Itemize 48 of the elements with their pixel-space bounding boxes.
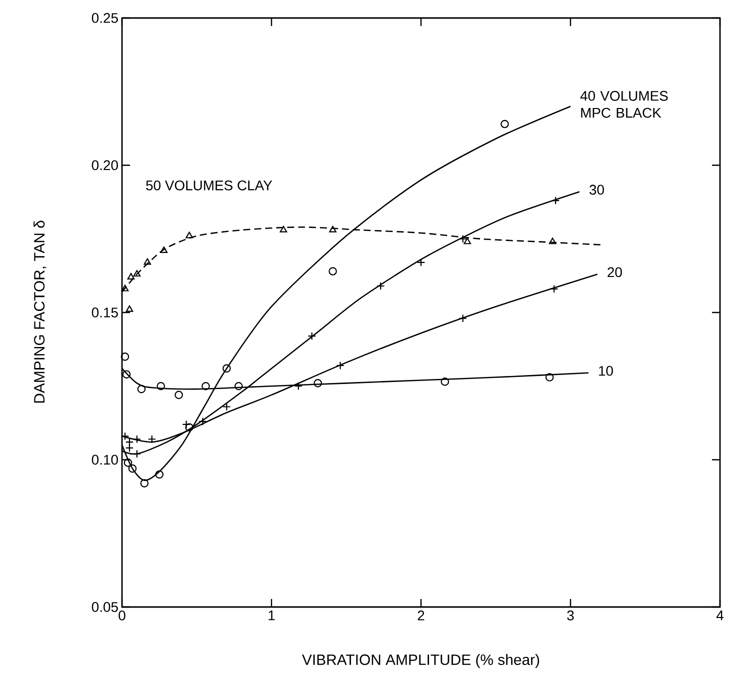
point	[120, 352, 130, 361]
point	[144, 258, 152, 265]
point	[328, 267, 337, 276]
x-tick-label: 3	[567, 610, 574, 620]
x-tick-label: 0	[118, 610, 126, 620]
point	[124, 458, 132, 467]
point	[314, 379, 322, 388]
point	[500, 120, 509, 128]
point	[329, 226, 336, 232]
point	[222, 364, 231, 373]
point	[140, 479, 149, 488]
series-label: 10	[599, 366, 613, 376]
x-axis-title: VIBRATION AMPLITUDE (% shear)	[302, 654, 540, 668]
y-tick-label: 0.25	[92, 13, 118, 23]
point	[121, 284, 129, 292]
point	[122, 370, 131, 378]
series-label: 40 VOLUMES MPC BLACK	[580, 90, 668, 118]
point	[280, 226, 288, 232]
point	[464, 238, 472, 244]
point	[156, 382, 166, 390]
point	[128, 464, 137, 473]
y-tick-label: 0.20	[92, 160, 118, 170]
point	[234, 382, 243, 390]
text: 50 VOLUMES CLAY	[146, 180, 272, 190]
series-label: 20	[608, 267, 622, 278]
series-label: 30	[590, 184, 604, 195]
point	[548, 238, 556, 244]
point	[126, 305, 134, 312]
point	[545, 373, 554, 382]
x-tick-label: 4	[716, 610, 724, 620]
point	[125, 444, 134, 452]
point	[160, 246, 168, 253]
point	[174, 390, 183, 400]
x-tick-label: 2	[418, 610, 424, 620]
point	[416, 258, 426, 267]
x-tick-label: 1	[268, 610, 275, 620]
point	[155, 470, 164, 479]
y-tick-label: 0.10	[92, 454, 118, 465]
point	[137, 384, 146, 394]
y-axis-title: DAMPING FACTOR, TAN δ	[34, 220, 46, 403]
point	[202, 382, 210, 390]
y-tick-label: 0.05	[92, 602, 118, 612]
point	[127, 273, 135, 280]
point	[133, 270, 141, 277]
point	[186, 232, 193, 238]
point	[185, 423, 194, 432]
y-tick-label: 0.15	[92, 308, 118, 318]
point	[440, 378, 450, 386]
